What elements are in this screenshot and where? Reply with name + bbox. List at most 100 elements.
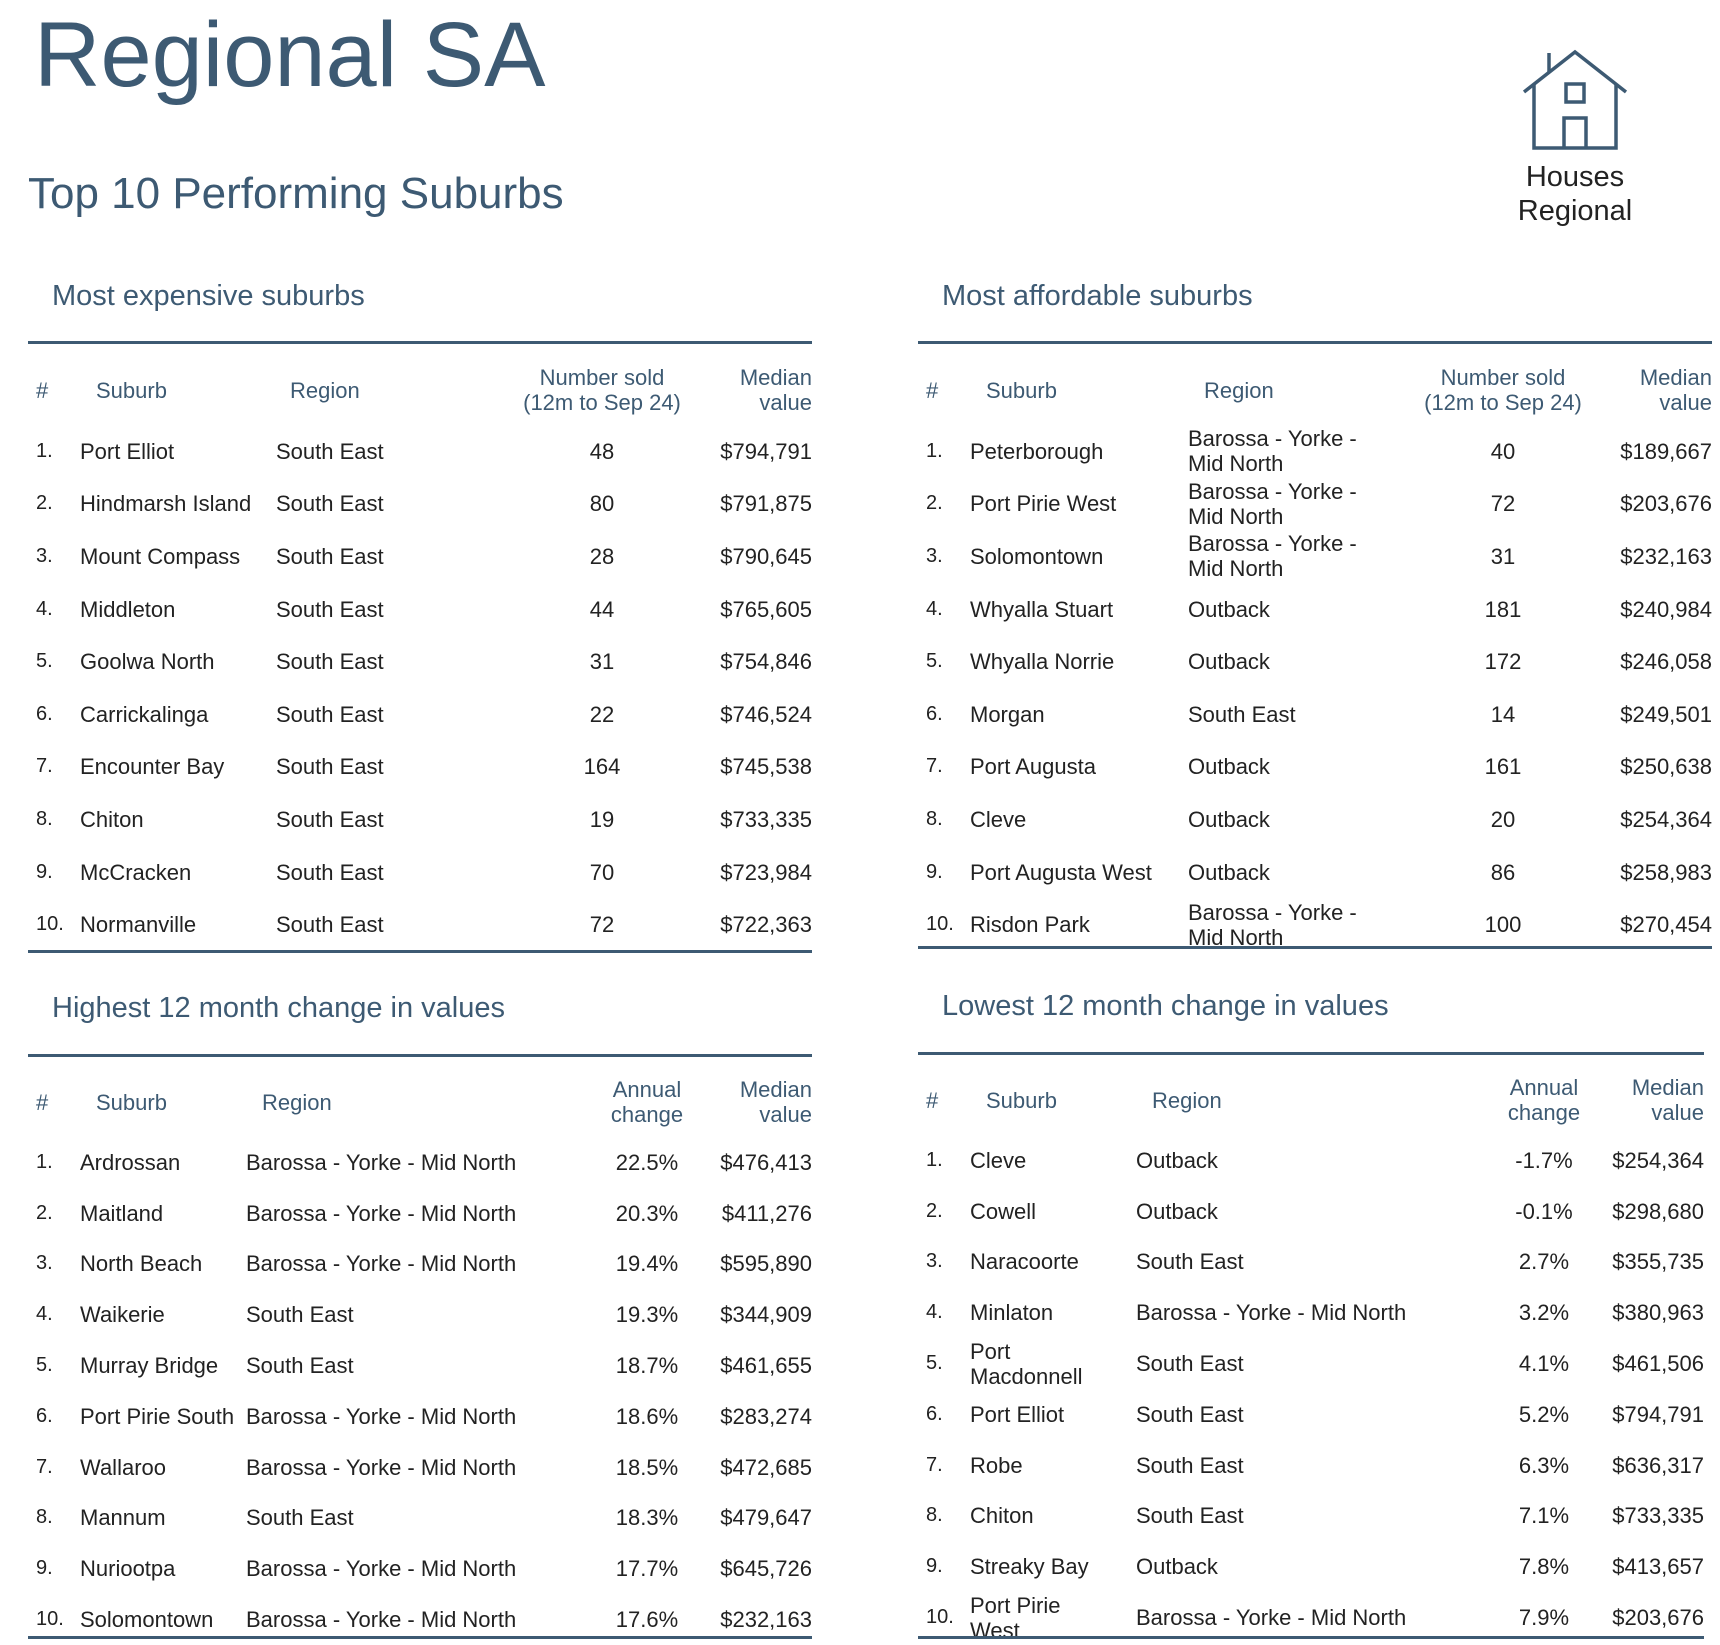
rank-cell: 6. [36, 702, 53, 725]
rank-cell: 7. [926, 1453, 943, 1476]
section-top-rule [918, 341, 1712, 344]
rank-cell: 8. [926, 807, 943, 830]
rank-cell: 2. [36, 1201, 53, 1224]
median-value-cell: $246,058 [1620, 649, 1712, 675]
most-expensive-table: # Suburb Region Number sold (12m to Sep … [28, 355, 812, 951]
suburb-cell: Robe [970, 1452, 1023, 1478]
annual-change-cell: 5.2% [1518, 1401, 1570, 1427]
median-value-cell: $746,524 [720, 701, 812, 727]
annual-change-cell: 17.6% [615, 1607, 679, 1633]
median-value-cell: $240,984 [1620, 596, 1712, 622]
rank-cell: 2. [926, 492, 943, 515]
table-row: 10. Solomontown Barossa - Yorke - Mid Nort… [28, 1594, 812, 1645]
rank-cell: 10. [36, 1608, 64, 1631]
number-sold-cell: 48 [589, 438, 615, 464]
table-row: 8. Chiton South East 19 $733,335 [28, 793, 812, 846]
column-header-suburb: Suburb [96, 1089, 167, 1115]
column-header-median-value: Median value [1631, 1075, 1704, 1125]
rank-cell: 8. [36, 807, 53, 830]
rank-cell: 5. [36, 1354, 53, 1377]
number-sold-cell: 40 [1490, 438, 1516, 464]
rank-cell: 4. [36, 1303, 53, 1326]
table-row: 5. Goolwa North South East 31 $754,846 [28, 635, 812, 688]
table-row: 5. Whyalla Norrie Outback 172 $246,058 [918, 635, 1712, 688]
rank-cell: 1. [926, 439, 943, 462]
median-value-cell: $203,676 [1612, 1605, 1704, 1631]
region-cell: South East [276, 491, 384, 517]
column-header-rank: # [36, 1089, 49, 1115]
annual-change-cell: 2.7% [1518, 1249, 1570, 1275]
suburb-cell: Middleton [80, 596, 176, 622]
table-row: 1. Peterborough Barossa - Yorke - Mid Nort… [918, 425, 1712, 478]
region-cell: Barossa - Yorke - Mid North [1188, 426, 1357, 477]
highest-change-section: Highest 12 month change in values # Subu… [28, 992, 812, 1642]
rank-cell: 9. [926, 860, 943, 883]
table-row: 6. Port Pirie South Barossa - Yorke - Mid … [28, 1391, 812, 1442]
suburb-cell: Ardrossan [80, 1149, 181, 1175]
suburb-cell: Normanville [80, 912, 197, 938]
median-value-cell: $476,413 [720, 1149, 812, 1175]
region-cell: Outback [1136, 1198, 1218, 1224]
rank-cell: 1. [926, 1148, 943, 1171]
suburb-cell: Murray Bridge [80, 1353, 219, 1379]
rank-cell: 7. [36, 755, 53, 778]
rank-cell: 6. [926, 702, 943, 725]
rank-cell: 7. [926, 755, 943, 778]
rank-cell: 5. [36, 650, 53, 673]
region-cell: Barossa - Yorke - Mid North [246, 1556, 517, 1582]
region-cell: Outback [1136, 1147, 1218, 1173]
region-cell: Outback [1188, 754, 1270, 780]
table-row: 7. Port Augusta Outback 161 $250,638 [918, 741, 1712, 794]
region-cell: South East [1136, 1503, 1244, 1529]
suburb-cell: Minlaton [970, 1300, 1054, 1326]
house-icon [1522, 49, 1628, 150]
suburb-cell: Peterborough [970, 438, 1104, 464]
table-row: 10. Normanville South East 72 $722,363 [28, 898, 812, 951]
median-value-cell: $249,501 [1620, 701, 1712, 727]
section-bottom-rule [28, 1636, 812, 1639]
median-value-cell: $413,657 [1612, 1554, 1704, 1580]
median-value-cell: $791,875 [720, 491, 812, 517]
median-value-cell: $355,735 [1612, 1249, 1704, 1275]
annual-change-cell: 18.3% [615, 1505, 679, 1531]
table-row: 10. Risdon Park Barossa - Yorke - Mid Nort… [918, 898, 1712, 951]
number-sold-cell: 181 [1484, 596, 1522, 622]
column-header-region: Region [1152, 1087, 1222, 1113]
region-cell: South East [1188, 701, 1296, 727]
median-value-cell: $298,680 [1612, 1198, 1704, 1224]
rank-cell: 4. [926, 1301, 943, 1324]
median-value-cell: $411,276 [721, 1200, 812, 1226]
rank-cell: 9. [36, 1557, 53, 1580]
median-value-cell: $745,538 [720, 754, 812, 780]
region-cell: South East [1136, 1351, 1244, 1377]
number-sold-cell: 72 [589, 912, 615, 938]
region-cell: Barossa - Yorke - Mid North [1188, 899, 1357, 950]
table-row: 8. Chiton South East 7.1% $733,335 [918, 1491, 1704, 1542]
number-sold-cell: 70 [589, 859, 615, 885]
median-value-cell: $636,317 [1612, 1452, 1704, 1478]
table-row: 6. Carrickalinga South East 22 $746,524 [28, 688, 812, 741]
region-cell: South East [246, 1505, 354, 1531]
section-top-rule [28, 341, 812, 344]
rank-cell: 3. [926, 1250, 943, 1273]
region-cell: South East [276, 543, 384, 569]
number-sold-cell: 44 [589, 596, 615, 622]
number-sold-cell: 31 [589, 649, 615, 675]
column-header-region: Region [262, 1089, 332, 1115]
median-value-cell: $472,685 [720, 1454, 812, 1480]
column-header-number-sold: Number sold (12m to Sep 24) [1424, 365, 1582, 415]
region-cell: Barossa - Yorke - Mid North [246, 1607, 517, 1633]
section-top-rule [918, 1052, 1704, 1055]
region-cell: South East [1136, 1401, 1244, 1427]
rank-cell: 3. [36, 1252, 53, 1275]
rank-cell: 9. [36, 860, 53, 883]
region-cell: Outback [1188, 806, 1270, 832]
annual-change-cell: 7.1% [1518, 1503, 1570, 1529]
rank-cell: 4. [36, 597, 53, 620]
region-cell: South East [246, 1302, 354, 1328]
region-cell: Barossa - Yorke - Mid North [246, 1251, 517, 1277]
section-bottom-rule [28, 950, 812, 953]
number-sold-cell: 14 [1490, 701, 1516, 727]
number-sold-cell: 164 [583, 754, 621, 780]
rank-cell: 4. [926, 597, 943, 620]
